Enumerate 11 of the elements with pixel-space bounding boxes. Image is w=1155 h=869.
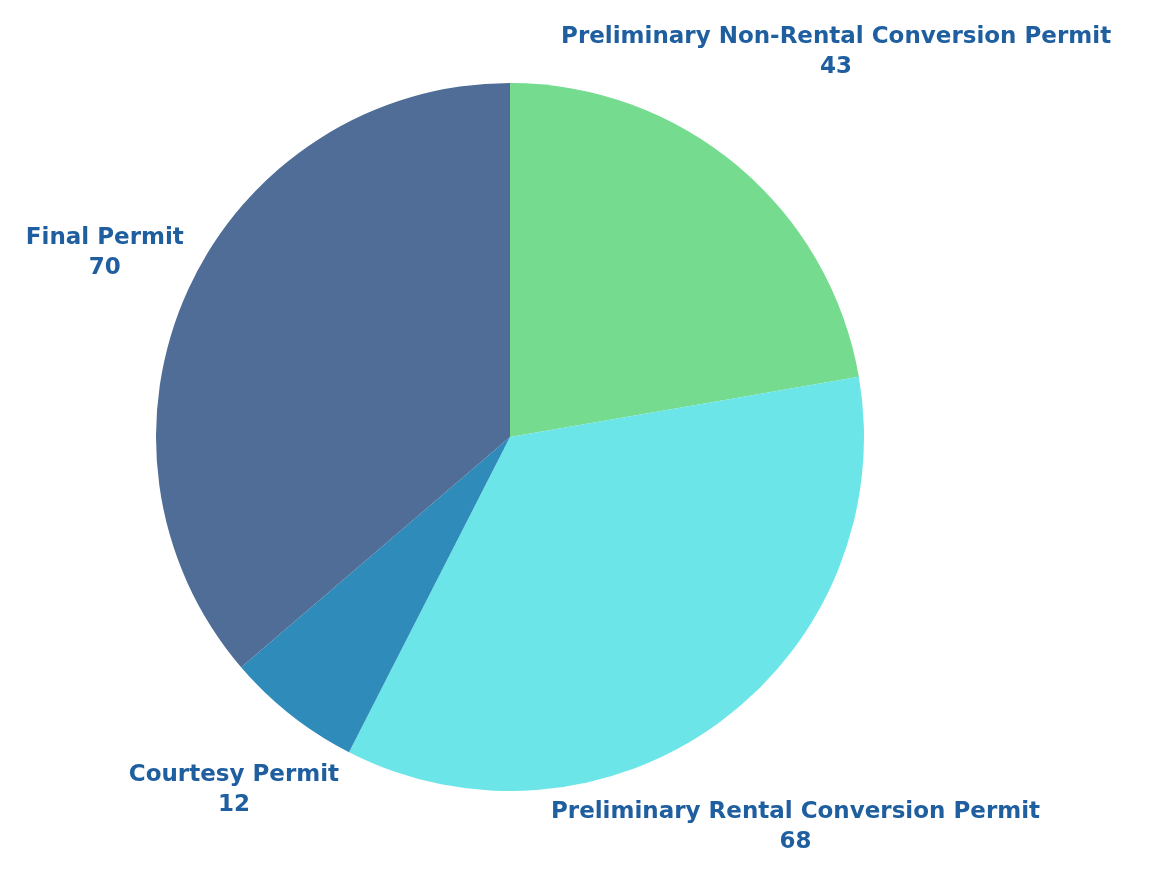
data-label: 43 — [820, 52, 853, 79]
slice-label: Preliminary Rental Conversion Permit — [550, 797, 1041, 824]
pie-slice — [349, 376, 864, 791]
data-label: 12 — [217, 789, 250, 816]
slice-label: Preliminary Non-Rental Conversion Permit — [561, 22, 1112, 49]
pie-slice — [510, 83, 859, 437]
data-label: 70 — [88, 252, 121, 279]
slice-label: Courtesy Permit — [128, 759, 340, 786]
slice-label: Final Permit — [25, 222, 184, 249]
data-label: 68 — [779, 826, 812, 853]
pie-slice — [241, 437, 510, 753]
